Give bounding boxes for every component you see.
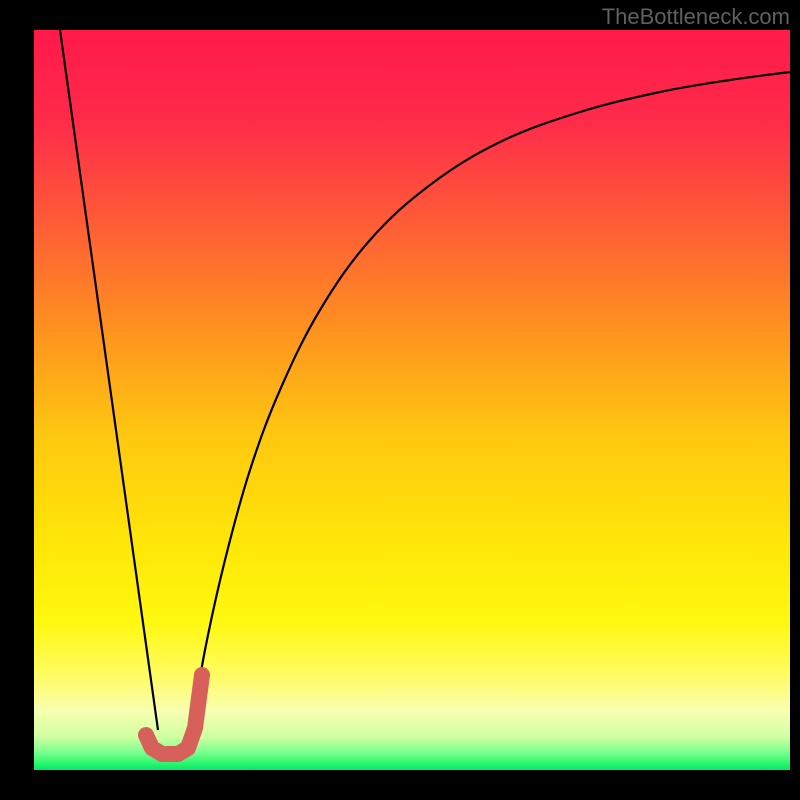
chart-svg [0, 0, 800, 800]
chart-container: TheBottleneck.com [0, 0, 800, 800]
watermark-text: TheBottleneck.com [602, 4, 790, 30]
